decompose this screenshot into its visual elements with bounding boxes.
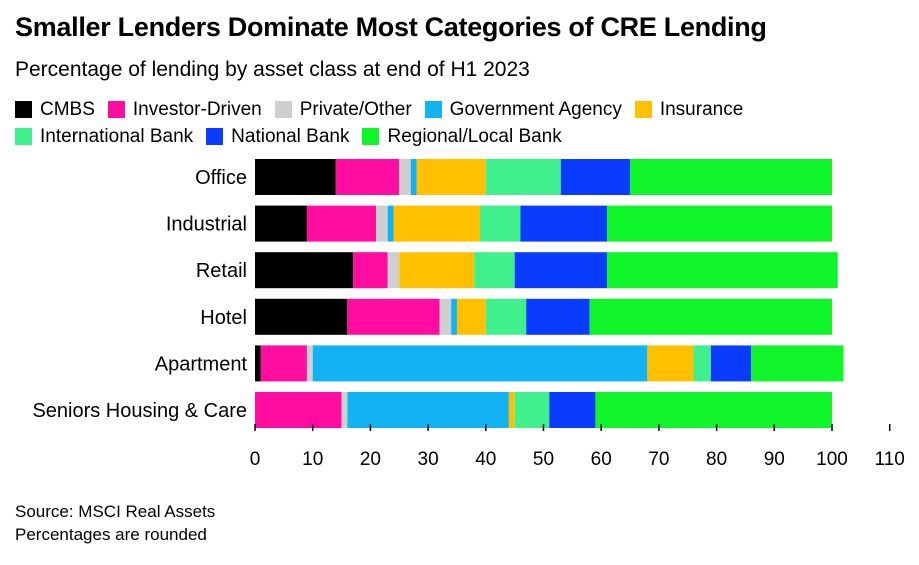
category-label: Office (195, 167, 247, 189)
bar-segment (514, 392, 550, 428)
legend-label: International Bank (40, 125, 194, 147)
category-label: Industrial (166, 214, 247, 236)
bar-segment (526, 298, 590, 335)
x-tick-label: 0 (250, 449, 261, 470)
bar-segment (306, 345, 313, 382)
x-tick-label: 80 (706, 449, 727, 470)
bar-segment (341, 392, 348, 428)
bar-segment (549, 392, 596, 428)
bar-segment (451, 298, 457, 335)
bar-segment (508, 392, 515, 428)
legend-swatch (15, 101, 32, 118)
bar-segment (630, 159, 832, 195)
bar-segment (347, 392, 509, 428)
x-tick-label: 50 (533, 449, 554, 470)
bar-segment (260, 345, 307, 382)
stacked-bar-chart: Office Industrial Retail Hotel Apartment Seni… (32, 159, 905, 470)
bar-segment (255, 252, 354, 289)
bar-segment (560, 159, 631, 195)
rounding-note: Percentages are rounded (15, 525, 207, 544)
bar-segment (485, 298, 527, 335)
bar-segment (306, 205, 377, 242)
legend-item-national-bank: National Bank (206, 126, 349, 148)
legend-swatch (274, 101, 292, 118)
bar-segment (353, 252, 388, 289)
bar-segment (255, 205, 307, 242)
bar-segment (520, 205, 607, 242)
legend-swatch (634, 101, 652, 118)
bar-segment (439, 298, 452, 335)
legend-row-1: CMBS Investor-Driven Private/Other Gover… (15, 96, 915, 123)
legend-item-private-other: Private/Other (274, 98, 412, 121)
legend-label: CMBS (40, 98, 95, 120)
bar-segment (485, 159, 561, 195)
legend-item-investor-driven: Investor-Driven (107, 98, 262, 121)
x-tick-label: 20 (360, 449, 381, 470)
x-tick-label: 10 (302, 449, 323, 470)
bar-segment (647, 345, 694, 382)
chart-subtitle: Percentage of lending by asset class at … (15, 58, 530, 81)
bar-segment (347, 298, 440, 335)
bar-segment (255, 345, 261, 382)
x-tick-label: 40 (475, 449, 496, 470)
category-label: Retail (196, 260, 247, 282)
legend-label: Investor-Driven (132, 98, 262, 120)
source-note: Source: MSCI Real Assets (15, 502, 216, 521)
bar-segment (710, 345, 752, 382)
legend-swatch (206, 128, 224, 145)
legend-swatch (15, 128, 32, 145)
bar-segment (693, 345, 711, 382)
x-tick-label: 30 (418, 449, 439, 470)
x-tick-label: 110 (875, 449, 905, 470)
bar-segment (514, 252, 607, 289)
bar-segment (595, 392, 832, 428)
bar-segment (399, 159, 411, 195)
legend-item-government-agency: Government Agency (424, 98, 622, 121)
x-tick-label: 100 (816, 449, 848, 470)
bar-segment (255, 159, 336, 195)
legend-label: Government Agency (449, 98, 622, 120)
legend-swatch (362, 128, 380, 145)
bar-segment (606, 252, 838, 289)
bar-segment (606, 205, 832, 242)
bar-segment (335, 159, 400, 195)
legend-swatch (107, 101, 125, 118)
bar-segment (480, 205, 521, 242)
bar-segment (312, 345, 648, 382)
category-label: Hotel (200, 307, 247, 329)
bar-segment (387, 252, 400, 289)
category-label: Seniors Housing & Care (32, 400, 247, 422)
legend-item-cmbs: CMBS (15, 99, 95, 121)
bar-segment (393, 205, 481, 242)
legend-item-international-bank: International Bank (15, 126, 193, 148)
legend-label: Insurance (659, 98, 744, 120)
legend-row-2: International Bank National Bank Regiona… (15, 123, 915, 150)
legend-item-insurance: Insurance (634, 98, 744, 121)
bar-segment (399, 252, 475, 289)
legend-label: Regional/Local Bank (387, 125, 562, 147)
bar-segment (751, 345, 844, 382)
chart-title: Smaller Lenders Dominate Most Categories… (15, 12, 767, 42)
x-tick-label: 60 (591, 449, 612, 470)
bar-segment (416, 159, 486, 195)
legend-item-regional-local-bank: Regional/Local Bank (362, 125, 562, 148)
category-label: Apartment (155, 353, 248, 375)
chart-footer: Source: MSCI Real Assets Percentages are… (15, 500, 215, 546)
legend-swatch (424, 101, 442, 118)
bar-segment (255, 298, 348, 335)
bar-segment (410, 159, 417, 195)
bar-segment (456, 298, 486, 335)
bar-segment (376, 205, 388, 242)
x-tick-label: 70 (648, 449, 669, 470)
bar-segment (255, 392, 342, 428)
legend-label: National Bank (231, 125, 350, 147)
legend-label: Private/Other (299, 98, 412, 120)
legend: CMBS Investor-Driven Private/Other Gover… (15, 96, 915, 150)
bar-segment (474, 252, 515, 289)
x-tick-label: 90 (764, 449, 785, 470)
bar-segment (387, 205, 394, 242)
bar-segment (589, 298, 832, 335)
